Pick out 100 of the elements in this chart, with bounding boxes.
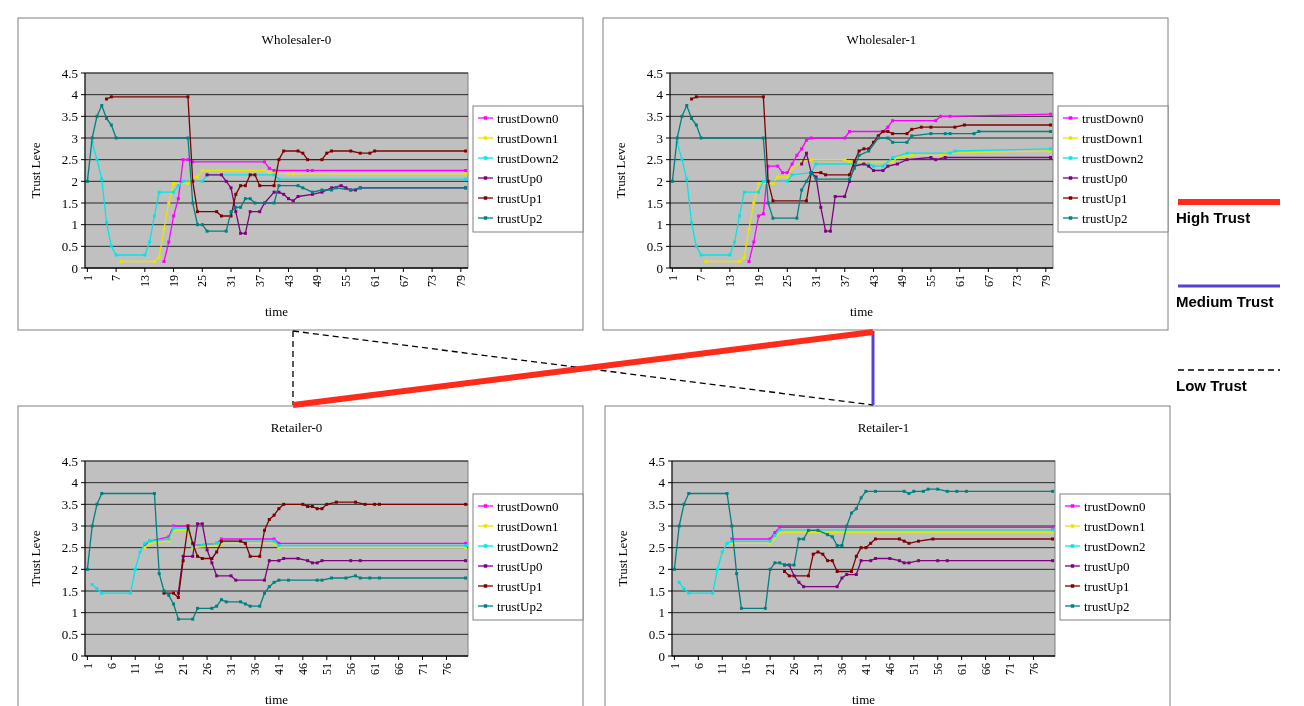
x-tick-label: 19 <box>751 275 766 287</box>
y-tick-label: 4.5 <box>61 453 78 469</box>
y-tick-label: 1 <box>71 605 78 621</box>
y-axis-title: Trust Leve <box>613 142 628 199</box>
x-tick-label: 46 <box>883 663 898 675</box>
legend-label: trustUp1 <box>497 190 543 206</box>
x-tick-label: 26 <box>787 663 802 675</box>
y-tick-label: 1 <box>656 217 663 233</box>
y-tick-label: 3.5 <box>648 496 665 512</box>
y-tick-label: 1 <box>71 217 78 233</box>
legend-label: trustDown2 <box>497 538 559 554</box>
y-tick-label: 1.5 <box>648 583 665 599</box>
x-tick-label: 66 <box>978 663 993 675</box>
y-tick-label: 2 <box>71 173 78 189</box>
x-tick-label: 31 <box>224 663 239 675</box>
text: High Trust <box>1176 209 1251 226</box>
y-tick-label: 2 <box>71 561 78 577</box>
x-tick-label: 7 <box>109 275 124 281</box>
y-tick-label: 0 <box>71 260 78 276</box>
y-tick-label: 3.5 <box>61 108 78 124</box>
x-tick-label: 25 <box>780 275 795 287</box>
x-tick-label: 79 <box>1039 275 1054 287</box>
y-axis-title: Trust Leve <box>28 142 43 199</box>
x-tick-label: 31 <box>811 663 826 675</box>
x-tick-label: 73 <box>425 275 440 287</box>
y-tick-label: 0.5 <box>61 238 78 254</box>
x-tick-label: 21 <box>763 663 778 675</box>
x-tick-label: 13 <box>723 275 738 287</box>
y-tick-label: 1.5 <box>61 195 78 211</box>
chart-title: Wholesaler-1 <box>846 32 917 47</box>
y-tick-label: 0 <box>658 648 665 664</box>
x-tick-label: 43 <box>866 275 881 287</box>
x-tick-label: 19 <box>166 275 181 287</box>
y-tick-label: 0.5 <box>646 238 663 254</box>
x-tick-label: 61 <box>954 663 969 675</box>
legend-label: trustUp1 <box>1082 190 1128 206</box>
text: Medium Trust <box>1176 293 1274 310</box>
x-tick-label: 61 <box>367 275 382 287</box>
y-tick-label: 3.5 <box>61 496 78 512</box>
x-tick-label: 13 <box>138 275 153 287</box>
x-tick-label: 41 <box>272 663 287 675</box>
legend-label: trustDown0 <box>1082 110 1144 126</box>
legend-label: trustDown1 <box>497 130 559 146</box>
x-tick-label: 43 <box>281 275 296 287</box>
x-tick-label: 11 <box>128 663 143 675</box>
x-tick-label: 71 <box>415 663 430 675</box>
y-tick-label: 4.5 <box>648 453 665 469</box>
y-tick-label: 3.5 <box>646 108 663 124</box>
x-tick-label: 31 <box>224 275 239 287</box>
x-tick-label: 37 <box>252 275 267 287</box>
legend-label: trustUp2 <box>497 598 543 614</box>
y-tick-label: 4.5 <box>61 65 78 81</box>
y-tick-label: 3 <box>656 130 663 146</box>
y-tick-label: 1.5 <box>646 195 663 211</box>
y-tick-label: 0 <box>656 260 663 276</box>
x-tick-label: 41 <box>859 663 874 675</box>
chart-title: Retailer-0 <box>270 420 323 435</box>
x-tick-label: 11 <box>715 663 730 675</box>
chart-title: Retailer-1 <box>857 420 910 435</box>
y-axis-title: Trust Leve <box>615 530 630 587</box>
x-tick-label: 55 <box>924 275 939 287</box>
x-tick-label: 61 <box>952 275 967 287</box>
y-tick-label: 4 <box>656 87 664 103</box>
x-tick-label: 76 <box>439 663 454 675</box>
x-tick-label: 79 <box>454 275 469 287</box>
legend-label: trustUp0 <box>1084 558 1130 574</box>
x-tick-label: 66 <box>391 663 406 675</box>
legend-label: trustDown1 <box>1082 130 1144 146</box>
y-tick-label: 4 <box>71 475 79 491</box>
legend-label: trustUp0 <box>497 558 543 574</box>
x-tick-label: 73 <box>1010 275 1025 287</box>
y-tick-label: 2.5 <box>61 540 78 556</box>
x-tick-label: 49 <box>895 275 910 287</box>
x-tick-label: 36 <box>248 663 263 675</box>
x-tick-label: 1 <box>665 275 680 281</box>
x-tick-label: 49 <box>310 275 325 287</box>
x-tick-label: 51 <box>906 663 921 675</box>
y-tick-label: 1 <box>658 605 665 621</box>
x-tick-label: 67 <box>981 275 996 287</box>
legend-label: trustUp2 <box>1082 210 1128 226</box>
y-axis-title: Trust Leve <box>28 530 43 587</box>
x-tick-label: 21 <box>176 663 191 675</box>
legend-label: trustDown1 <box>1084 518 1146 534</box>
legend-label: trustDown0 <box>497 110 559 126</box>
x-tick-label: 16 <box>739 663 754 675</box>
legend-label: trustDown2 <box>1084 538 1146 554</box>
x-tick-label: 7 <box>694 275 709 281</box>
legend-label: trustDown2 <box>1082 150 1144 166</box>
legend-label: trustUp0 <box>497 170 543 186</box>
x-tick-label: 46 <box>296 663 311 675</box>
x-tick-label: 71 <box>1002 663 1017 675</box>
text: Low Trust <box>1176 377 1247 394</box>
x-tick-label: 6 <box>691 663 706 669</box>
y-tick-label: 0 <box>71 648 78 664</box>
x-tick-label: 1 <box>80 663 95 669</box>
x-tick-label: 26 <box>200 663 215 675</box>
legend-label: trustDown0 <box>1084 498 1146 514</box>
legend-label: trustUp1 <box>497 578 543 594</box>
legend-label: trustDown2 <box>497 150 559 166</box>
x-tick-label: 67 <box>396 275 411 287</box>
